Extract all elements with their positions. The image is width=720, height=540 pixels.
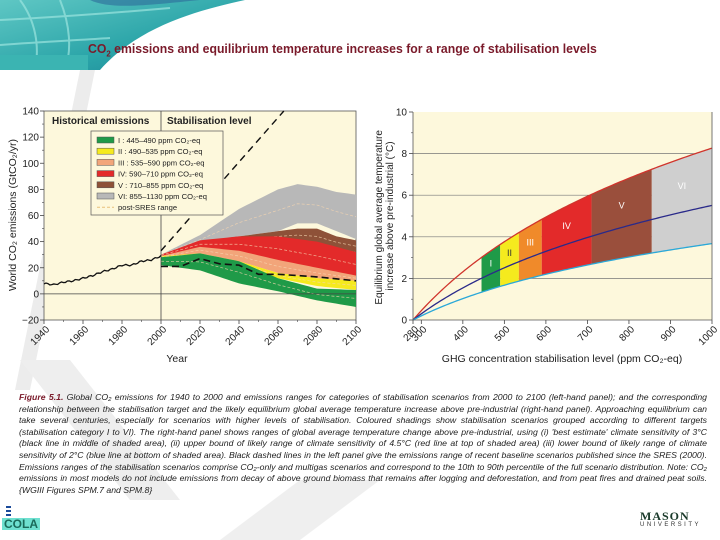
sensitivity-line — [412, 147, 713, 321]
category-label-II: II — [507, 248, 512, 258]
legend-label: VI: 855–1130 ppm CO₂-eq — [118, 192, 207, 201]
caption-text: Global CO₂ emissions for 1940 to 2000 an… — [19, 392, 707, 495]
y-tick-label: −20 — [22, 316, 39, 327]
y-tick-label: 10 — [396, 108, 408, 119]
category-label-IV: IV — [562, 221, 571, 231]
caption-label: Figure 5.1. — [19, 392, 64, 402]
band-median-IV — [160, 243, 357, 265]
y-tick-label: 40 — [28, 237, 40, 248]
legend-swatch — [96, 181, 115, 189]
y-axis-label-line2: increase above pre-industrial (°C) — [385, 141, 396, 290]
legend-swatch — [96, 136, 115, 144]
x-tick-label: 1960 — [68, 324, 92, 348]
x-tick-label: 1980 — [107, 324, 131, 348]
y-tick-label: 140 — [22, 107, 39, 118]
x-tick-label: 2060 — [263, 324, 287, 348]
y-tick-label: 6 — [401, 191, 407, 202]
panel-label-historical: Historical emissions — [52, 116, 150, 127]
band-category-IV — [541, 194, 592, 276]
slide-title: CO2 emissions and equilibrium temperatur… — [88, 42, 597, 59]
y-tick-label: 8 — [401, 149, 407, 160]
y-tick-label: 120 — [22, 133, 39, 144]
legend: I : 445–490 ppm CO₂-eq II : 490–535 ppm C… — [90, 130, 224, 216]
x-tick-label: 900 — [659, 324, 679, 344]
category-label-I: I — [490, 258, 493, 268]
x-tick-label: 2000 — [146, 324, 170, 348]
cola-logo-text: COLA — [2, 517, 40, 531]
band-category-III — [518, 219, 542, 282]
legend-swatch — [96, 159, 115, 166]
x-tick-label: 1000 — [697, 324, 720, 348]
band-category-VI — [161, 184, 356, 255]
y-tick-label: 0 — [33, 289, 39, 300]
legend-label: II : 490–535 ppm CO₂-eq — [118, 147, 202, 156]
band-median-III — [160, 249, 357, 279]
y-axis-label: World CO₂ emissions (GtCO₂/yr) — [7, 139, 19, 291]
header-globe-decoration — [0, 0, 250, 70]
y-tick-label: 20 — [28, 263, 40, 274]
category-label-V: V — [619, 200, 625, 210]
band-median-VI — [160, 203, 357, 256]
y-axis-label-line1: Equilibrium global average temperature — [374, 130, 385, 305]
x-tick-label: 700 — [576, 324, 596, 344]
sensitivity-line — [412, 242, 713, 321]
band-category-I — [481, 244, 501, 293]
band-category-II — [500, 232, 519, 287]
band-category-III — [161, 246, 356, 281]
header-band — [0, 55, 88, 70]
y-tick-label: 4 — [401, 232, 407, 243]
mason-logo: MASON UNIVERSITY — [640, 510, 701, 528]
figure-caption: Figure 5.1. Global CO₂ emissions for 194… — [19, 392, 707, 496]
x-tick-label: 500 — [493, 324, 513, 344]
cola-logo: COLA — [2, 505, 40, 530]
category-label-VI: VI — [678, 181, 687, 191]
y-tick-label: 0 — [401, 316, 407, 327]
y-tick-label: 80 — [28, 185, 40, 196]
legend-label: III : 535–590 ppm CO₂-eq — [118, 158, 205, 167]
legend-label: I : 445–490 ppm CO₂-eq — [118, 136, 200, 145]
x-tick-label: 2040 — [224, 324, 248, 348]
y-tick-label: 100 — [22, 159, 39, 170]
x-tick-label: 600 — [534, 324, 554, 344]
y-axis-label: Equilibrium global average temperature i… — [374, 127, 396, 304]
legend-label: post-SRES range — [118, 203, 177, 212]
legend-label: V : 710–855 ppm CO₂-eq — [118, 181, 203, 190]
sensitivity-line — [412, 204, 713, 321]
y-tick-label: 60 — [28, 211, 40, 222]
x-tick-label: 800 — [617, 324, 637, 344]
y-tick-label: 2 — [401, 274, 407, 285]
university-logo-text: UNIVERSITY — [640, 522, 702, 528]
x-tick-label: 2080 — [302, 324, 326, 348]
panel-label-stabilisation: Stabilisation level — [167, 116, 252, 127]
legend-swatch — [96, 192, 115, 200]
legend-label: IV: 590–710 ppm CO₂-eq — [118, 170, 203, 179]
historical-emissions-line — [43, 254, 162, 286]
x-tick-label: 1940 — [29, 324, 53, 348]
post-sres-lower-line — [161, 257, 357, 282]
band-category-V — [591, 169, 652, 265]
mason-logo-text: MASON — [640, 509, 690, 523]
legend-swatch — [96, 147, 115, 155]
x-axis-label: Year — [166, 353, 188, 365]
x-axis-label: GHG concentration stabilisation level (p… — [442, 353, 682, 365]
category-label-III: III — [527, 237, 535, 247]
band-category-VI — [651, 148, 712, 254]
x-tick-label: 2020 — [185, 324, 209, 348]
legend-swatch — [96, 170, 115, 177]
x-tick-label: 400 — [451, 324, 471, 344]
